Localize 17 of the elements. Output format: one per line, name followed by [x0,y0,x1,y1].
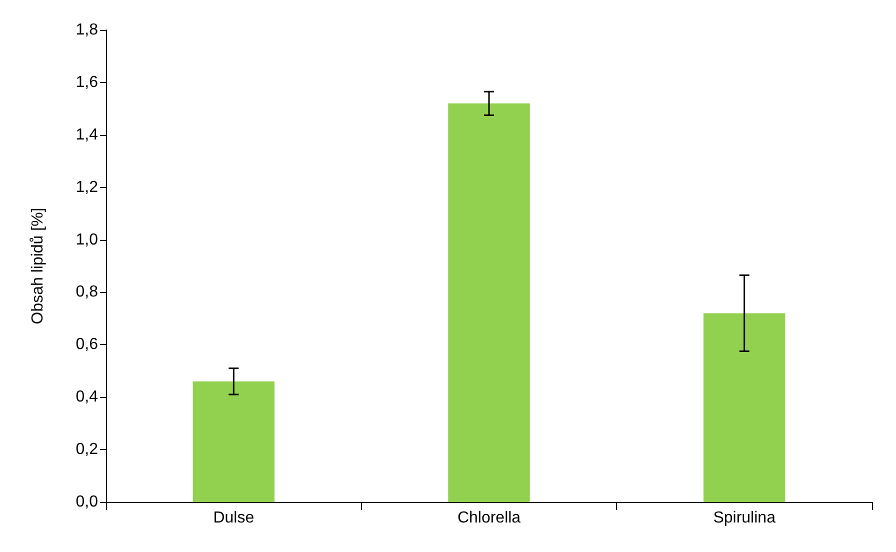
bar [448,103,530,502]
y-tick-label: 1,8 [76,22,98,38]
y-tick-label: 0,0 [76,494,98,510]
y-tick-label: 1,6 [76,74,98,91]
y-tick-label: 1,4 [76,126,98,144]
y-axis-title: Obsah lipidů [%] [30,208,46,324]
y-tick-label: 0,4 [76,388,98,406]
y-tick-label: 0,6 [76,336,98,354]
bar [703,313,786,502]
y-tick-label: 0,2 [76,441,98,458]
y-tick-label: 1,2 [76,178,98,196]
y-tick-label: 1,0 [76,231,98,248]
x-tick-label: Spirulina [713,510,776,526]
x-tick-label: Dulse [213,510,254,526]
y-tick-label: 0,8 [76,284,98,301]
bar [192,381,275,502]
x-tick-label: Chlorella [457,510,521,526]
